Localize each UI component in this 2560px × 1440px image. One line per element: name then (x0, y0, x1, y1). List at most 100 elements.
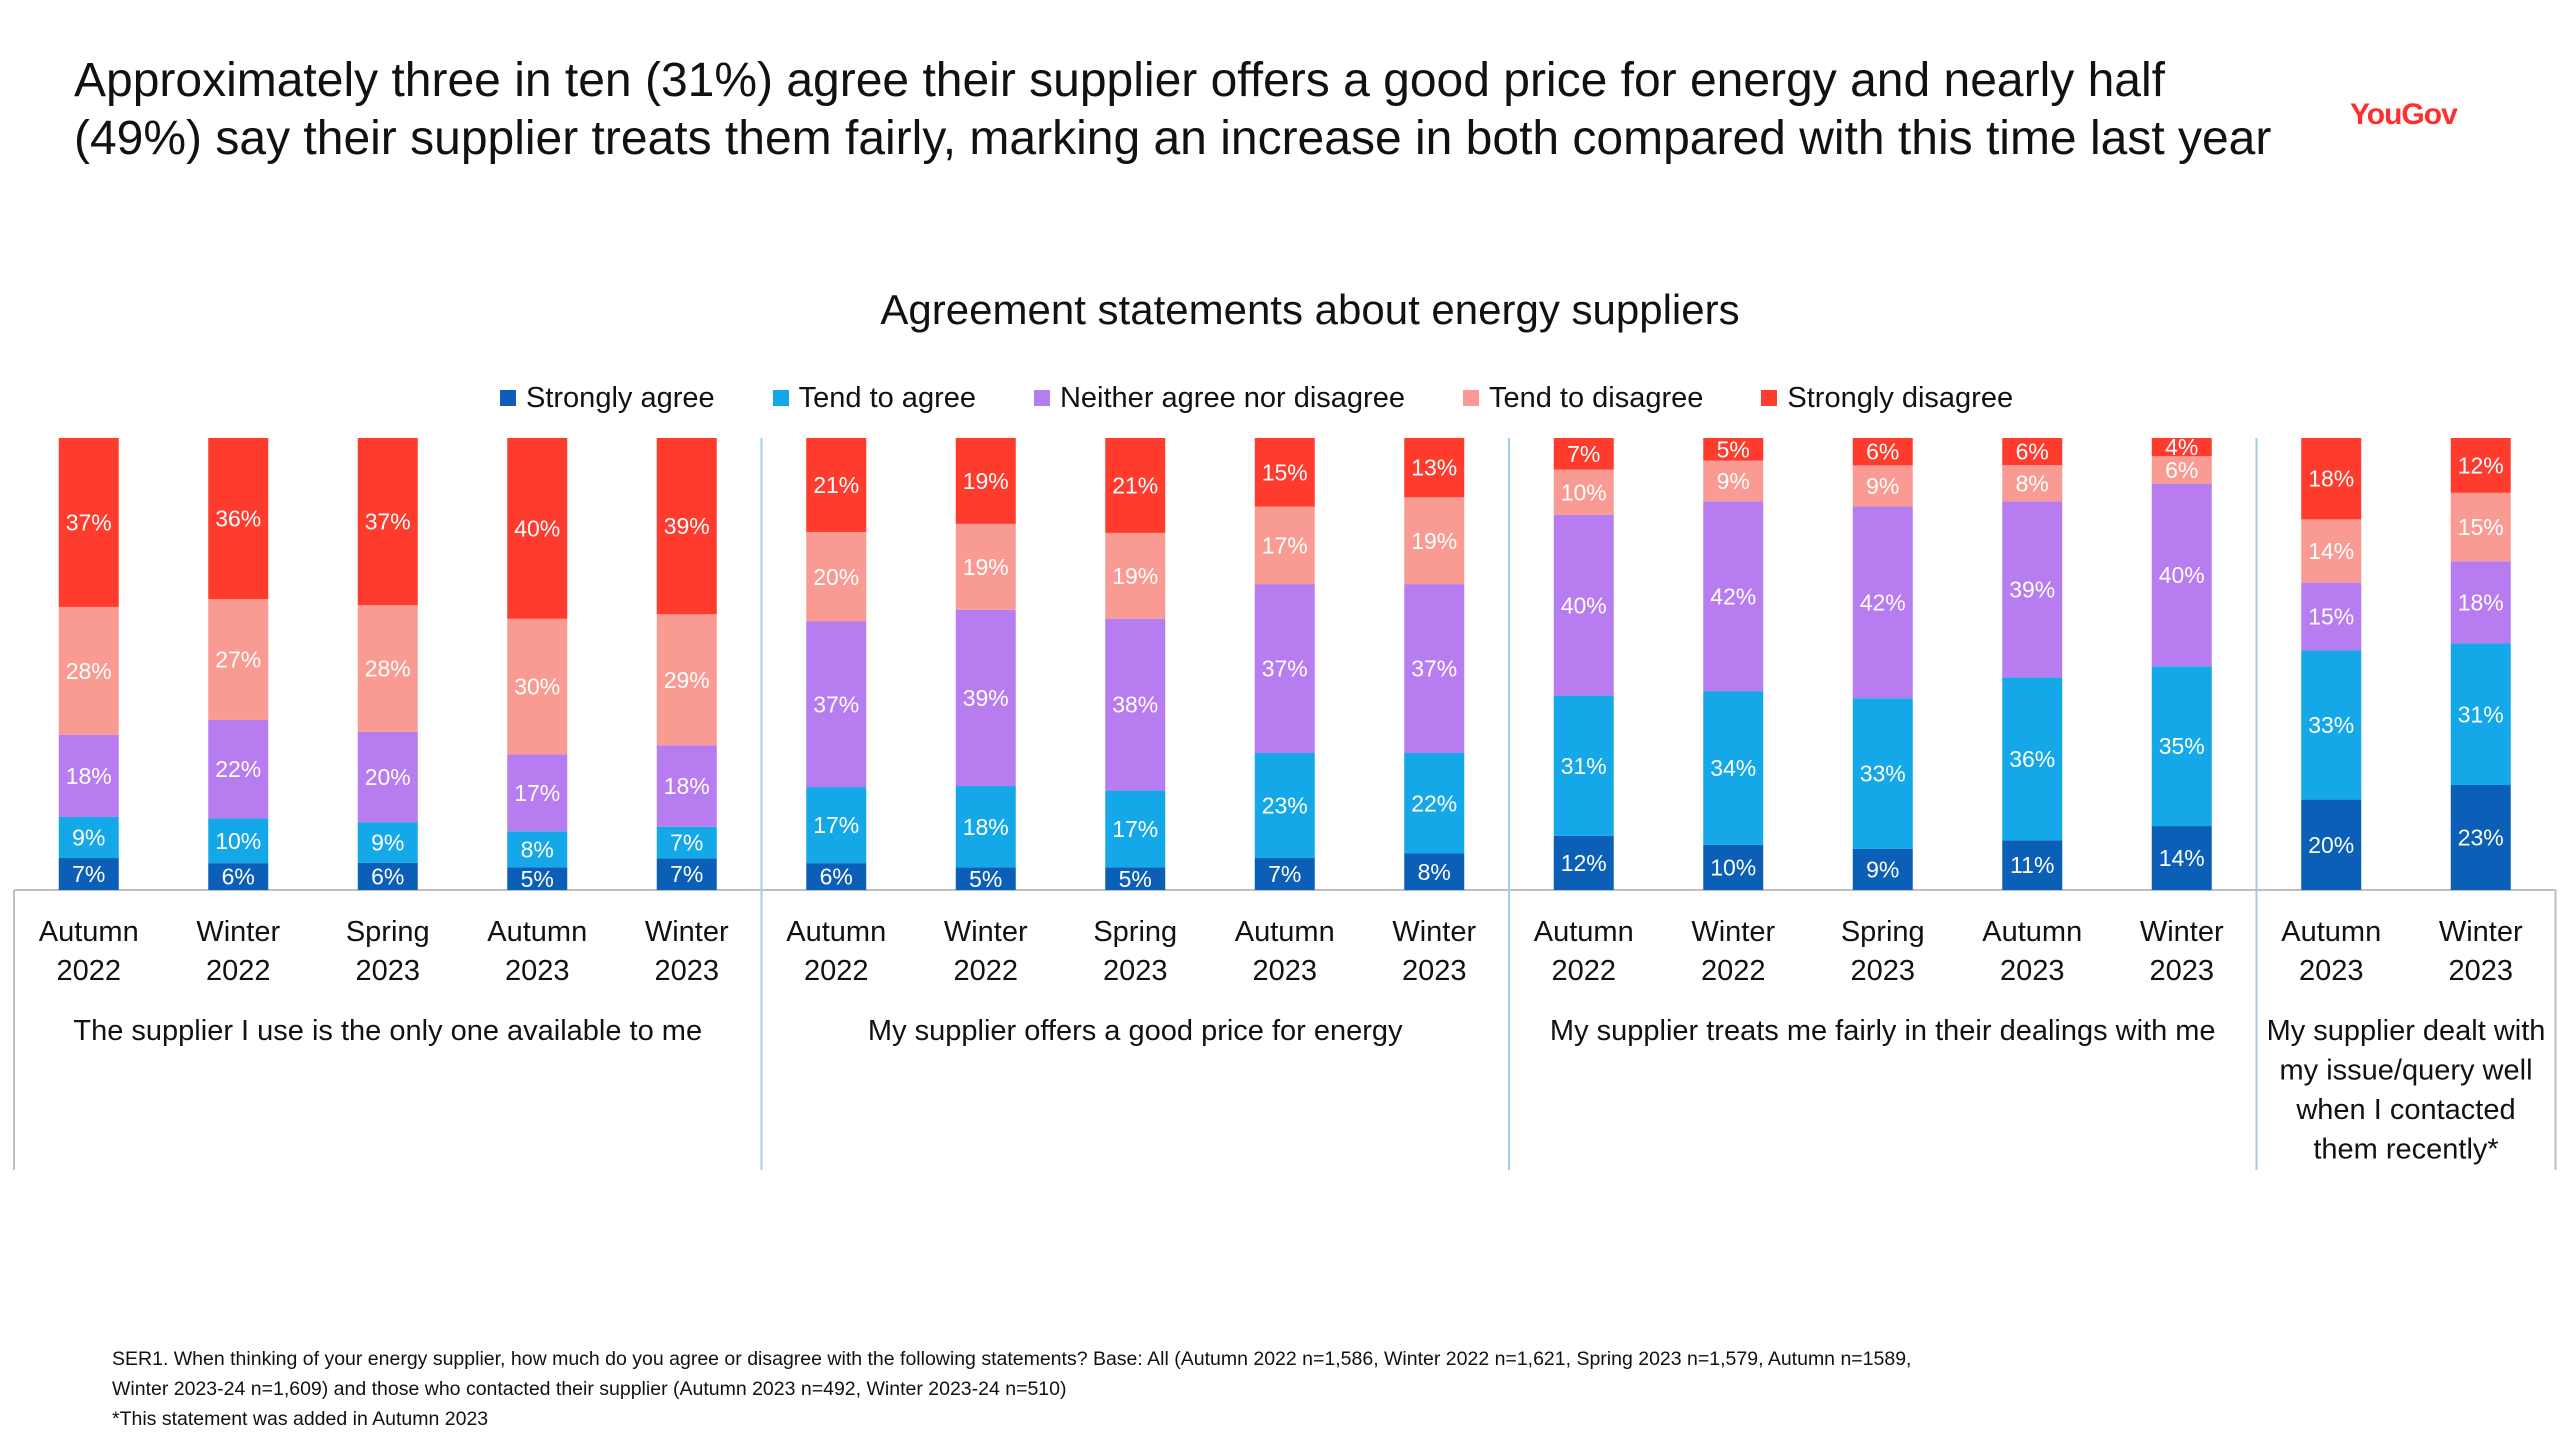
data-label-strongly-agree: 7% (1268, 861, 1301, 887)
data-label-strongly-agree: 7% (670, 861, 703, 887)
x-tick-label-year: 2023 (1252, 955, 1317, 987)
bar-segment-strongly-disagree (2450, 438, 2511, 493)
bar-segment-neither-agree-nor-disagree (806, 621, 867, 788)
bar-segment-strongly-disagree (1254, 438, 1315, 507)
x-tick-label-season: Spring (1841, 916, 1925, 948)
data-label-strongly-disagree: 21% (1112, 473, 1158, 499)
bar-segment-strongly-disagree (58, 438, 119, 607)
data-label-neither-agree-nor-disagree: 42% (1710, 583, 1756, 609)
legend-swatch-tend-to-disagree (1462, 390, 1479, 406)
data-label-strongly-disagree: 6% (2016, 439, 2049, 465)
bar-segment-tend-to-agree (2002, 677, 2063, 841)
data-label-strongly-disagree: 39% (664, 513, 710, 539)
x-tick-label-year: 2023 (2149, 955, 2214, 987)
data-label-strongly-disagree: 19% (963, 468, 1009, 494)
data-label-tend-to-agree: 35% (2159, 733, 2205, 759)
bar-segment-strongly-disagree (1703, 438, 1764, 461)
group-label: My supplier treats me fairly in their de… (1550, 1015, 2216, 1047)
bar-segment-tend-to-disagree (1852, 465, 1913, 507)
bar-segment-strongly-disagree (656, 438, 717, 615)
bar-segment-neither-agree-nor-disagree (1703, 501, 1764, 692)
bar-segment-strongly-disagree (1404, 438, 1465, 498)
bar-segment-strongly-disagree (1852, 438, 1913, 466)
x-tick-label-season: Winter (2439, 916, 2523, 948)
bar-segment-strongly-disagree (806, 438, 867, 532)
bar-segment-neither-agree-nor-disagree (357, 731, 418, 823)
bar-segment-strongly-disagree (2301, 438, 2362, 520)
data-label-neither-agree-nor-disagree: 38% (1112, 692, 1158, 718)
bar-segment-strongly-agree (1254, 858, 1315, 890)
x-tick-label-season: Spring (1093, 916, 1177, 948)
data-label-strongly-disagree: 37% (66, 510, 112, 536)
bar-segment-tend-to-disagree (2151, 456, 2212, 484)
data-label-tend-to-agree: 17% (813, 812, 859, 838)
data-label-tend-to-agree: 33% (1860, 761, 1906, 787)
bar-segment-neither-agree-nor-disagree (2002, 501, 2063, 678)
data-label-strongly-disagree: 37% (365, 509, 411, 535)
data-label-strongly-agree: 6% (820, 864, 853, 890)
legend-swatch-neither (1033, 390, 1050, 406)
bar-segment-tend-to-agree (2450, 643, 2511, 785)
data-label-strongly-disagree: 6% (1866, 439, 1899, 465)
x-tick-label-season: Winter (2140, 916, 2224, 948)
data-label-tend-to-agree: 36% (2009, 746, 2055, 772)
data-label-tend-to-disagree: 19% (1112, 563, 1158, 589)
bar-segment-strongly-disagree (2002, 438, 2063, 466)
yougov-logo: YouGov (2350, 98, 2458, 131)
x-tick-label-year: 2023 (2000, 955, 2065, 987)
bar-segment-tend-to-disagree (1105, 532, 1166, 619)
bar-segment-tend-to-agree (1703, 691, 1764, 845)
bar-segment-tend-to-agree (208, 818, 269, 864)
bar-segment-tend-to-disagree (1404, 497, 1465, 585)
data-label-strongly-agree: 5% (969, 866, 1002, 892)
data-label-strongly-disagree: 21% (813, 472, 859, 498)
x-tick-label-season: Winter (196, 916, 280, 948)
bar-segment-tend-to-agree (1852, 698, 1913, 849)
legend-item-strongly-disagree: Strongly disagree (1761, 382, 2013, 415)
data-label-tend-to-disagree: 14% (2308, 538, 2354, 564)
data-label-tend-to-agree: 34% (1710, 755, 1756, 781)
bar-segment-tend-to-disagree (208, 599, 269, 720)
bar-segment-strongly-agree (2002, 840, 2063, 890)
data-label-strongly-disagree: 40% (514, 515, 560, 541)
bar-segment-tend-to-agree (58, 816, 119, 859)
legend-swatch-tend-to-agree (772, 390, 789, 406)
legend-swatch-strongly-agree (500, 390, 516, 406)
bar-segment-strongly-disagree (1105, 438, 1166, 533)
x-tick-label-year: 2023 (505, 955, 570, 987)
footnote-line-2: Winter 2023-24 n=1,609) and those who co… (112, 1378, 1067, 1400)
bar-segment-tend-to-agree (1105, 790, 1166, 868)
x-tick-label-season: Winter (1392, 916, 1476, 948)
data-label-tend-to-disagree: 17% (1262, 532, 1308, 558)
data-label-neither-agree-nor-disagree: 37% (813, 691, 859, 717)
data-label-tend-to-agree: 8% (521, 836, 554, 862)
x-tick-label-season: Autumn (786, 916, 886, 948)
bar-segment-tend-to-agree (357, 822, 418, 863)
bar-segment-strongly-disagree (507, 438, 568, 619)
legend-item-neither: Neither agree nor disagree (1033, 382, 1405, 415)
bar-segment-tend-to-agree (1254, 753, 1315, 859)
data-label-strongly-disagree: 5% (1717, 436, 1750, 462)
bar-segment-tend-to-disagree (1254, 506, 1315, 585)
data-label-strongly-agree: 5% (521, 866, 554, 892)
x-tick-label-year: 2022 (1551, 955, 1616, 987)
data-label-neither-agree-nor-disagree: 18% (2458, 589, 2504, 615)
bar-segment-neither-agree-nor-disagree (1254, 584, 1315, 754)
data-label-tend-to-agree: 9% (72, 825, 105, 851)
data-label-neither-agree-nor-disagree: 17% (514, 780, 560, 806)
data-label-neither-agree-nor-disagree: 40% (2159, 562, 2205, 588)
bar-segment-strongly-agree (1553, 835, 1614, 890)
data-label-strongly-agree: 6% (371, 863, 404, 889)
data-label-tend-to-disagree: 30% (514, 674, 560, 700)
data-label-strongly-disagree: 36% (215, 506, 261, 532)
bar-segment-tend-to-disagree (507, 618, 568, 755)
bar-segment-strongly-agree (1703, 844, 1764, 890)
bar-segment-tend-to-agree (806, 787, 867, 864)
data-label-strongly-disagree: 15% (1262, 459, 1308, 485)
bar-segment-neither-agree-nor-disagree (1852, 506, 1913, 699)
bar-segment-strongly-agree (1852, 848, 1913, 890)
bar-segment-tend-to-agree (2301, 650, 2362, 800)
data-label-tend-to-disagree: 8% (2016, 470, 2049, 496)
data-label-strongly-agree: 20% (2308, 832, 2354, 858)
group-label: my issue/query well (2279, 1055, 2532, 1087)
